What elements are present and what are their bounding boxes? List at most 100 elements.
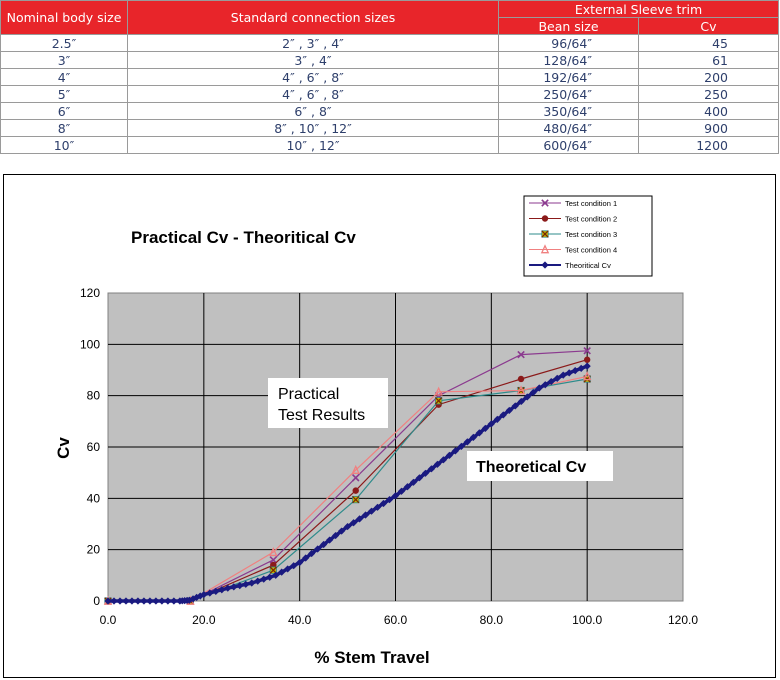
data-point bbox=[158, 597, 166, 605]
data-point bbox=[571, 367, 579, 375]
x-tick-label: 100.0 bbox=[572, 613, 602, 627]
x-tick-label: 20.0 bbox=[192, 613, 216, 627]
data-point bbox=[230, 583, 238, 591]
data-point bbox=[421, 469, 430, 477]
specification-table: Nominal body size Standard connection si… bbox=[0, 0, 779, 154]
legend-label: Test condition 4 bbox=[565, 246, 617, 255]
x-tick-label: 60.0 bbox=[384, 613, 408, 627]
data-point bbox=[487, 420, 495, 428]
data-point bbox=[505, 406, 513, 415]
data-point bbox=[403, 483, 412, 491]
data-point bbox=[517, 350, 525, 359]
cell-body-size: 10″ bbox=[0, 136, 128, 154]
table-row: 4″ 4″ , 6″ , 8″ 192/64″ 200 bbox=[0, 68, 779, 86]
cell-bean-size: 128/64″ bbox=[498, 51, 639, 69]
x-tick-label: 120.0 bbox=[668, 613, 698, 627]
data-point bbox=[128, 597, 136, 605]
annotation-practical-line2: Test Results bbox=[278, 407, 365, 424]
data-point bbox=[296, 558, 304, 567]
y-tick-label: 120 bbox=[80, 286, 100, 300]
data-point bbox=[122, 597, 130, 605]
data-point bbox=[434, 397, 443, 405]
data-point bbox=[517, 397, 525, 406]
data-point bbox=[278, 568, 286, 576]
data-point bbox=[523, 393, 531, 401]
legend-item: Test condition 1 bbox=[529, 199, 617, 208]
data-point bbox=[583, 356, 591, 363]
data-point bbox=[583, 346, 591, 355]
series-group bbox=[103, 346, 592, 605]
legend-item: Theoritical Cv bbox=[529, 261, 611, 270]
data-point bbox=[451, 447, 459, 455]
data-point bbox=[355, 515, 364, 523]
data-point bbox=[463, 438, 471, 446]
data-point bbox=[427, 465, 436, 473]
cell-cv: 1200 bbox=[638, 136, 779, 154]
data-point bbox=[434, 386, 443, 396]
annotation-theoretical-text: Theoretical Cv bbox=[476, 459, 586, 476]
data-point bbox=[302, 554, 310, 562]
data-point bbox=[547, 377, 555, 386]
data-point bbox=[541, 381, 549, 389]
data-point bbox=[439, 456, 448, 464]
legend-marker bbox=[541, 230, 549, 238]
y-tick-label: 20 bbox=[87, 543, 101, 557]
data-point bbox=[535, 384, 543, 392]
data-point bbox=[110, 597, 118, 605]
data-point bbox=[116, 597, 124, 605]
data-point bbox=[290, 562, 298, 570]
data-point bbox=[212, 587, 220, 595]
data-point bbox=[361, 511, 370, 519]
data-point bbox=[134, 597, 142, 605]
data-point bbox=[445, 451, 454, 459]
legend-marker bbox=[541, 199, 549, 207]
gridlines bbox=[108, 293, 683, 601]
data-point bbox=[583, 362, 591, 370]
data-point bbox=[260, 575, 268, 583]
data-point bbox=[254, 577, 262, 585]
data-point bbox=[582, 371, 592, 381]
legend-marker bbox=[541, 261, 549, 269]
data-point bbox=[314, 545, 322, 553]
data-point bbox=[415, 474, 424, 482]
x-tick-label: 40.0 bbox=[288, 613, 312, 627]
y-tick-label: 100 bbox=[80, 337, 100, 351]
data-point bbox=[397, 487, 406, 495]
x-axis-label: % Stem Travel bbox=[314, 648, 429, 667]
data-point bbox=[385, 496, 394, 504]
data-point bbox=[516, 385, 526, 395]
header-external-sleeve-trim: External Sleeve trim bbox=[498, 0, 779, 18]
data-point bbox=[351, 474, 360, 482]
data-point bbox=[206, 589, 214, 597]
data-point bbox=[351, 464, 360, 474]
data-point bbox=[409, 478, 418, 486]
y-axis-label: Cv bbox=[54, 437, 73, 459]
data-point bbox=[517, 375, 525, 383]
data-point bbox=[164, 597, 172, 605]
table-row: 8″ 8″ , 10″ , 12″ 480/64″ 900 bbox=[0, 119, 779, 137]
data-point bbox=[236, 582, 244, 590]
cell-cv: 61 bbox=[638, 51, 779, 69]
header-nominal-body-size: Nominal body size bbox=[0, 0, 128, 35]
header-cv: Cv bbox=[638, 17, 779, 35]
cell-connection: 10″ , 12″ bbox=[127, 136, 499, 154]
data-point bbox=[308, 549, 316, 558]
data-point bbox=[332, 531, 340, 540]
data-point bbox=[565, 369, 573, 377]
data-point bbox=[242, 580, 250, 588]
legend-marker bbox=[541, 215, 549, 222]
x-tick-label: 80.0 bbox=[480, 613, 504, 627]
data-point bbox=[559, 371, 567, 379]
data-point bbox=[529, 388, 537, 397]
data-point bbox=[367, 507, 376, 515]
cell-connection: 4″ , 6″ , 8″ bbox=[127, 68, 499, 86]
legend-label: Test condition 2 bbox=[565, 215, 617, 224]
data-point bbox=[391, 492, 400, 500]
data-point bbox=[326, 536, 334, 544]
data-point bbox=[189, 595, 197, 603]
data-point bbox=[146, 597, 154, 605]
data-point bbox=[152, 597, 160, 605]
data-point bbox=[469, 433, 477, 441]
data-point bbox=[104, 597, 112, 605]
